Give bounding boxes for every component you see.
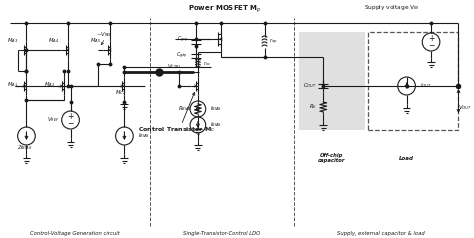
Text: V$_{OUT}$: V$_{OUT}$ [458, 104, 473, 112]
Text: I$_{OUT}$: I$_{OUT}$ [420, 82, 432, 90]
Text: Control-Voltage Generation circuit: Control-Voltage Generation circuit [29, 230, 119, 235]
Text: M$_{A5}$: M$_{A5}$ [91, 36, 101, 45]
Text: +: + [67, 112, 74, 121]
Text: C$_{OUT}$: C$_{OUT}$ [302, 82, 317, 90]
Text: +: + [428, 34, 434, 43]
Text: M$_{A2}$: M$_{A2}$ [45, 80, 55, 89]
Text: ~V$_{REF}$: ~V$_{REF}$ [96, 30, 113, 40]
Bar [299, 32, 365, 130]
Text: Supply voltage V$_{IN}$: Supply voltage V$_{IN}$ [364, 3, 420, 12]
Text: Off-chip
capacitor: Off-chip capacitor [318, 153, 345, 164]
Text: M$_{A1}$: M$_{A1}$ [7, 80, 18, 89]
Text: I$_{BIAS}$: I$_{BIAS}$ [210, 104, 222, 114]
Text: r$_{oc}$: r$_{oc}$ [203, 60, 211, 69]
Text: −: − [67, 119, 74, 128]
Text: M$_{A4}$: M$_{A4}$ [48, 36, 60, 45]
Text: Load: Load [399, 155, 414, 160]
Text: M$_{A3}$: M$_{A3}$ [7, 36, 18, 45]
Text: I$_{BIAS}$: I$_{BIAS}$ [210, 121, 222, 129]
Text: V$_{CTRL}$: V$_{CTRL}$ [167, 63, 182, 71]
Text: 2I$_{BIAS}$: 2I$_{BIAS}$ [17, 144, 32, 153]
Text: Control Transistor M$_C$: Control Transistor M$_C$ [137, 126, 215, 134]
Text: r$_{op}$: r$_{op}$ [269, 37, 278, 47]
Text: Power MOSFET M$_p$: Power MOSFET M$_p$ [189, 3, 262, 15]
Text: C$_{gdp}$: C$_{gdp}$ [176, 51, 188, 61]
Text: Supply, external capacitor & load: Supply, external capacitor & load [337, 230, 425, 235]
Text: Single-Transistor-Control LDO: Single-Transistor-Control LDO [183, 230, 260, 235]
Text: C$_{gsp}$: C$_{gsp}$ [177, 35, 188, 45]
Text: R$_E$: R$_E$ [310, 103, 318, 111]
Text: M$_{C2}$: M$_{C2}$ [115, 88, 126, 97]
Text: R$_{BIAS}$: R$_{BIAS}$ [178, 104, 192, 114]
Text: V$_{REF}$: V$_{REF}$ [47, 116, 60, 124]
Bar [368, 32, 458, 130]
Text: −: − [428, 41, 434, 50]
Text: I$_{BIAS}$: I$_{BIAS}$ [138, 132, 150, 140]
